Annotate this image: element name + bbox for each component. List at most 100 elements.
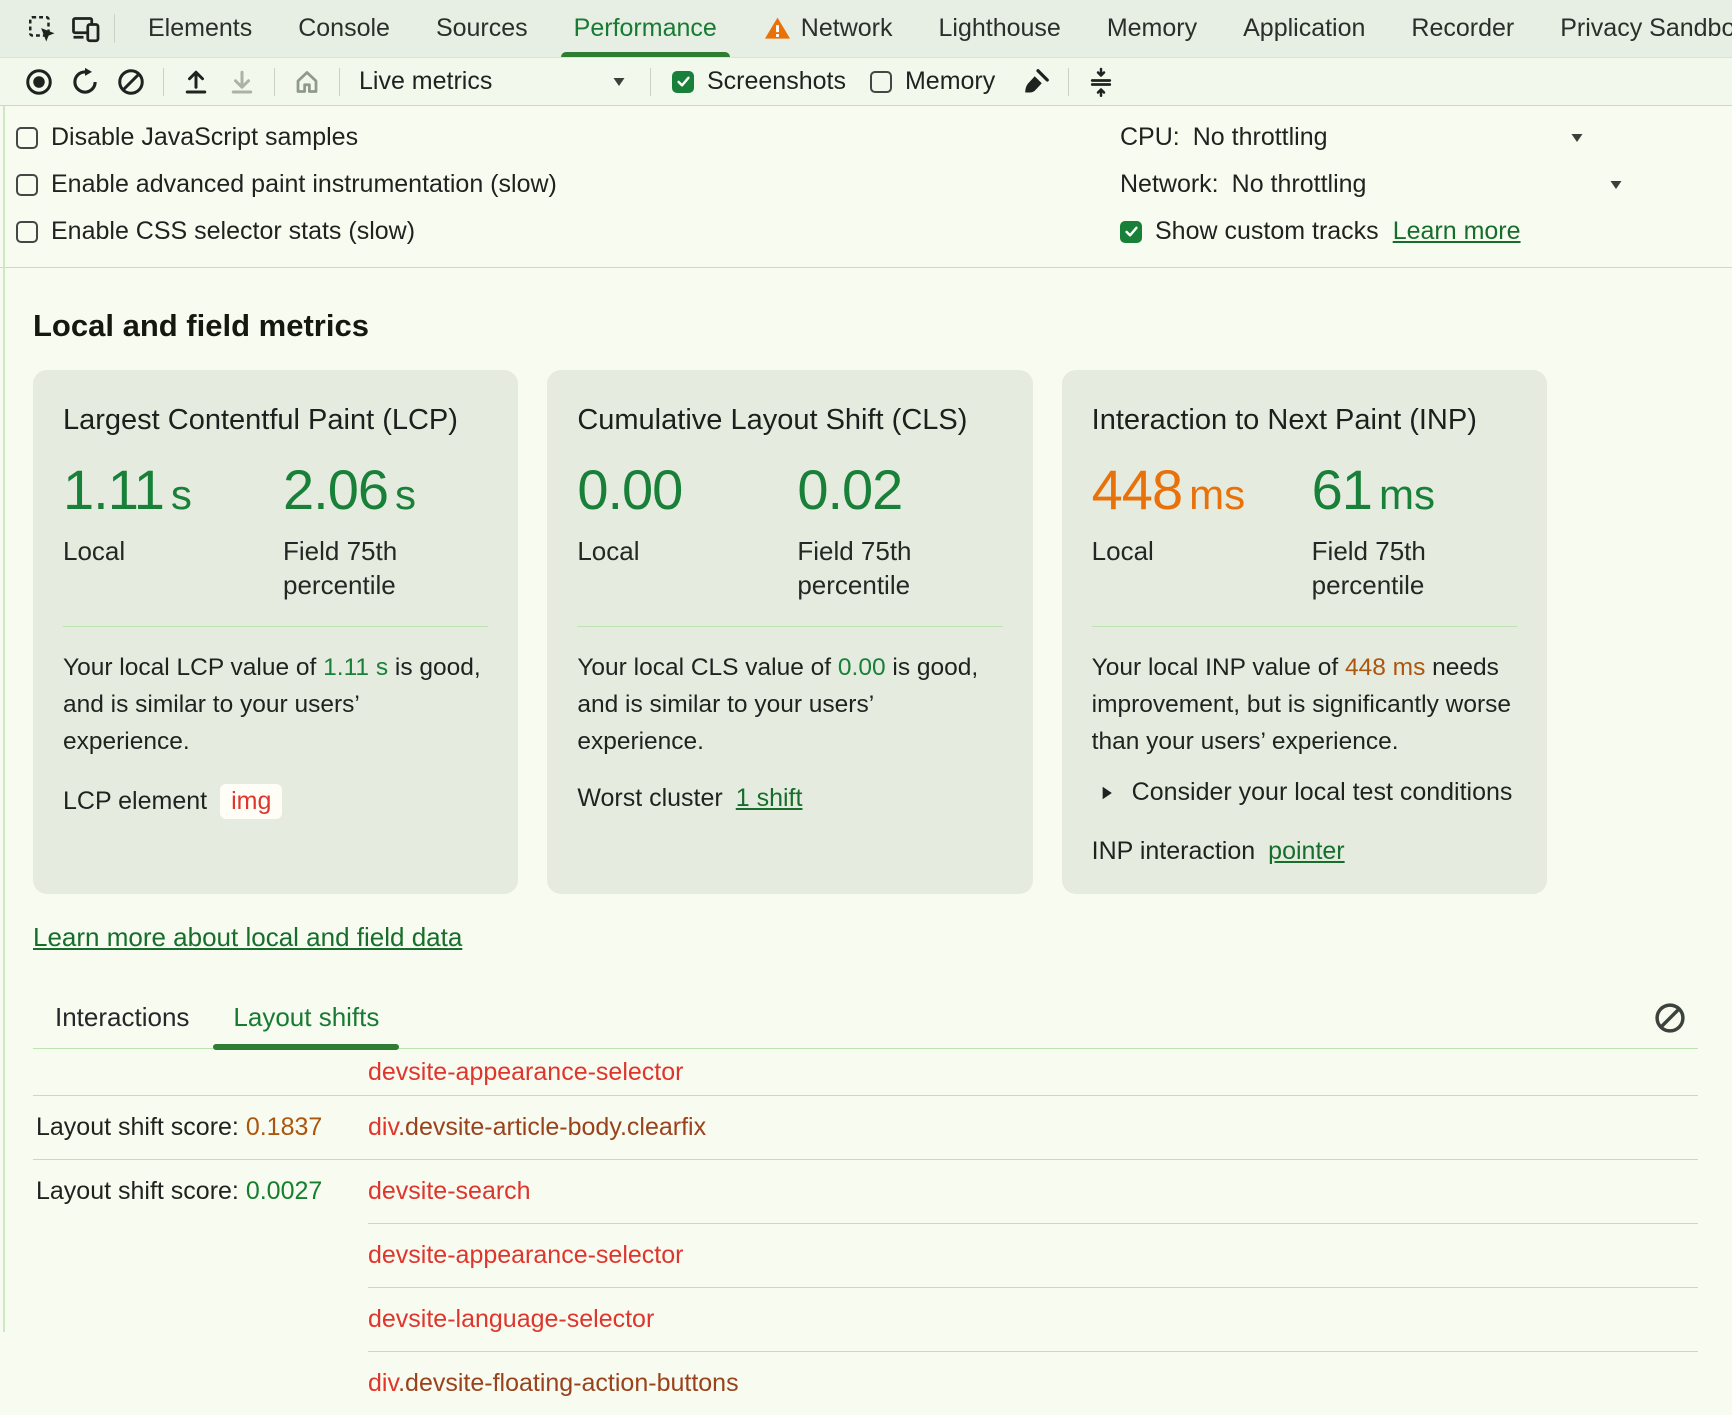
network-throttle-select[interactable]: No throttling xyxy=(1232,170,1624,199)
performance-toolbar: Live metrics Screenshots Memory xyxy=(0,58,1732,106)
chevron-down-icon xyxy=(1569,131,1585,144)
home-button[interactable] xyxy=(284,62,330,102)
settings-checkbox-list: Disable JavaScript samples Enable advanc… xyxy=(16,114,557,267)
device-toolbar-icon xyxy=(71,14,101,44)
inp-interaction-row: INP interaction pointer xyxy=(1091,837,1345,865)
panel-tabs: Elements Console Sources Performance Net… xyxy=(125,0,1732,57)
tab-interactions[interactable]: Interactions xyxy=(55,1002,190,1032)
warning-icon xyxy=(763,14,792,43)
record-button[interactable] xyxy=(16,62,62,102)
css-selector-stats-checkbox[interactable] xyxy=(16,220,38,243)
gc-button[interactable] xyxy=(1013,62,1059,102)
tab-console[interactable]: Console xyxy=(298,14,390,42)
cls-worst-cluster-row: Worst cluster 1 shift xyxy=(577,784,803,812)
cpu-throttle-select[interactable]: No throttling xyxy=(1193,123,1585,152)
local-test-conditions-expander[interactable]: Consider your local test conditions xyxy=(1092,778,1517,807)
inp-field-value-block: 61 ms Field 75th percentile xyxy=(1312,459,1517,602)
inp-description: Your local INP value of 448 ms needs imp… xyxy=(1091,654,1512,755)
tabbar-divider xyxy=(114,14,115,43)
tab-memory[interactable]: Memory xyxy=(1106,14,1198,42)
element-node-link[interactable]: devsite-appearance-selector xyxy=(368,1057,684,1086)
toolbar-divider xyxy=(274,67,275,96)
metric-cards: Largest Contentful Paint (LCP) 1.11 s Loc… xyxy=(33,370,1547,894)
home-icon xyxy=(292,67,322,97)
disable-js-samples-checkbox[interactable] xyxy=(16,126,38,149)
advanced-paint-checkbox[interactable] xyxy=(16,173,38,196)
tab-lighthouse[interactable]: Lighthouse xyxy=(938,14,1061,42)
table-row: devsite-appearance-selector xyxy=(33,1049,1698,1095)
row-divider xyxy=(33,1095,1698,1096)
clear-recordings-button[interactable] xyxy=(108,62,154,102)
table-row: devsite-language-selector xyxy=(33,1288,1698,1351)
toolbar-divider xyxy=(1068,67,1070,96)
tab-performance[interactable]: Performance xyxy=(551,0,740,57)
block-icon xyxy=(116,67,146,97)
field-data-learn-more-link[interactable]: Learn more about local and field data xyxy=(33,922,463,952)
cpu-throttle-row: CPU: No throttling xyxy=(1120,114,1732,161)
disable-js-samples-row: Disable JavaScript samples xyxy=(16,114,557,161)
device-toolbar-button[interactable] xyxy=(64,0,108,57)
live-metrics-log: Interactions Layout shifts devsite-appea… xyxy=(33,997,1698,1415)
custom-tracks-learn-more-link[interactable]: Learn more xyxy=(1392,217,1521,245)
element-node-link[interactable]: devsite-appearance-selector xyxy=(368,1241,684,1269)
tab-sources[interactable]: Sources xyxy=(435,14,528,42)
collapse-icon xyxy=(1086,67,1116,97)
metric-card-inp: Interaction to Next Paint (INP) 448 ms Lo… xyxy=(1061,370,1547,894)
clear-log-button[interactable] xyxy=(1650,998,1690,1038)
devtools-tabbar: Elements Console Sources Performance Net… xyxy=(0,0,1732,58)
lcp-element-row: LCP element img xyxy=(63,784,488,819)
inspect-element-button[interactable] xyxy=(20,0,64,57)
memory-toggle: Memory xyxy=(869,67,995,96)
memory-checkbox[interactable] xyxy=(869,70,892,93)
tab-elements[interactable]: Elements xyxy=(148,14,253,42)
toolbar-divider xyxy=(650,67,651,96)
metric-card-lcp: Largest Contentful Paint (LCP) 1.11 s Loc… xyxy=(33,370,519,894)
element-node-link[interactable]: div.devsite-article-body.clearfix xyxy=(368,1113,707,1141)
lcp-local-value: 1.11 s xyxy=(63,458,192,521)
lcp-field-value-block: 2.06 s Field 75th percentile xyxy=(283,459,488,602)
layout-shift-score: Layout shift score: 0.0027 xyxy=(36,1177,323,1205)
row-divider xyxy=(368,1223,1698,1224)
collapse-button[interactable] xyxy=(1078,62,1124,102)
record-and-reload-button[interactable] xyxy=(62,62,108,102)
screenshots-checkbox[interactable] xyxy=(672,70,694,93)
card-divider xyxy=(577,626,1003,627)
element-node-link[interactable]: devsite-language-selector xyxy=(368,1305,655,1333)
table-row: div.devsite-floating-action-buttons xyxy=(33,1352,1698,1415)
card-divider xyxy=(1091,626,1517,627)
card-divider xyxy=(63,626,489,627)
chevron-down-icon xyxy=(1608,178,1624,191)
upload-icon xyxy=(181,67,211,97)
worst-cluster-link[interactable]: 1 shift xyxy=(735,784,803,812)
tab-layout-shifts[interactable]: Layout shifts xyxy=(211,1002,401,1050)
reload-icon xyxy=(70,67,100,97)
tab-recorder[interactable]: Recorder xyxy=(1411,14,1515,42)
screenshots-toggle: Screenshots xyxy=(672,67,846,96)
block-icon xyxy=(1652,1000,1688,1036)
tab-application[interactable]: Application xyxy=(1243,14,1366,42)
cls-local-value: 0.00 xyxy=(577,458,683,521)
live-metrics-select[interactable]: Live metrics xyxy=(349,62,641,102)
tab-privacy-sandbox[interactable]: Privacy Sandbox xyxy=(1560,14,1732,42)
lcp-description: Your local LCP value of 1.11 s is good, … xyxy=(63,654,481,755)
inp-field-value: 61 ms xyxy=(1311,458,1435,521)
load-profile-button[interactable] xyxy=(173,62,219,102)
live-metrics-view: Local and field metrics Largest Contentf… xyxy=(0,308,1732,953)
element-node-link[interactable]: div.devsite-floating-action-buttons xyxy=(368,1369,739,1397)
inp-local-value: 448 ms xyxy=(1091,458,1246,521)
custom-tracks-checkbox[interactable] xyxy=(1120,220,1142,243)
table-row: devsite-appearance-selector xyxy=(33,1224,1698,1287)
inp-interaction-link[interactable]: pointer xyxy=(1268,837,1345,865)
page-title: Local and field metrics xyxy=(33,308,369,343)
lcp-field-value: 2.06 s xyxy=(283,458,416,521)
save-profile-button[interactable] xyxy=(219,62,265,102)
metric-card-cls: Cumulative Layout Shift (CLS) 0.00 Local… xyxy=(547,370,1033,894)
row-divider xyxy=(33,1159,1698,1160)
cls-field-value: 0.02 xyxy=(797,458,903,521)
row-divider xyxy=(368,1287,1698,1288)
element-node-link[interactable]: devsite-search xyxy=(368,1177,531,1205)
tab-network[interactable]: Network xyxy=(740,0,916,57)
log-tabs: Interactions Layout shifts xyxy=(33,997,1698,1050)
lcp-element-node-link[interactable]: img xyxy=(220,784,283,819)
record-icon xyxy=(24,67,54,97)
